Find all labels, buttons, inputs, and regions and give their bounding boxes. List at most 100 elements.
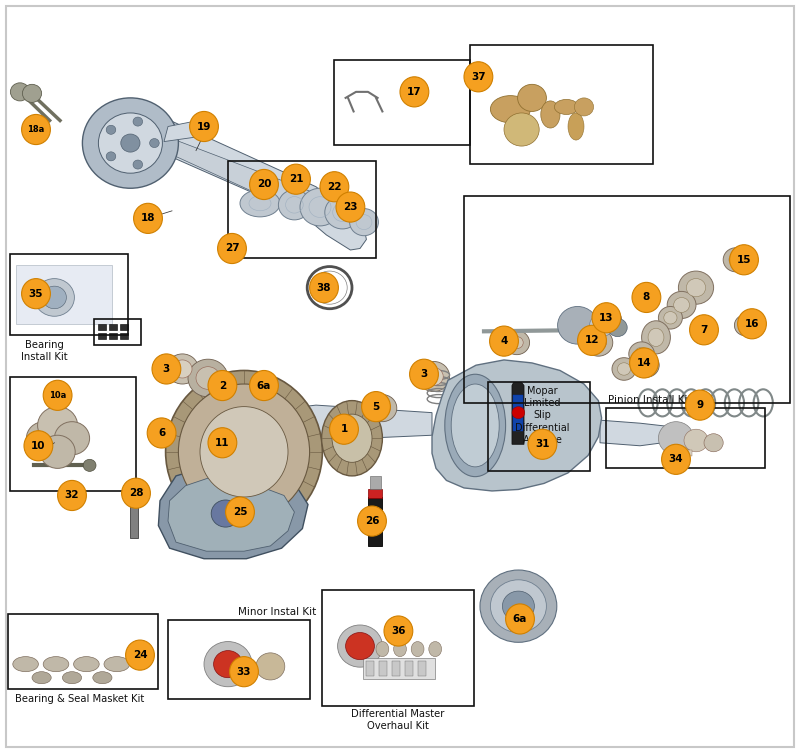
Ellipse shape <box>330 414 358 444</box>
Text: 32: 32 <box>65 490 79 501</box>
Bar <box>606 408 765 468</box>
Text: 33: 33 <box>237 666 251 677</box>
Text: 35: 35 <box>29 288 43 299</box>
Ellipse shape <box>684 429 708 452</box>
Ellipse shape <box>208 370 237 401</box>
Polygon shape <box>158 467 308 559</box>
Ellipse shape <box>528 429 557 459</box>
Ellipse shape <box>188 359 228 397</box>
Ellipse shape <box>338 625 382 667</box>
Ellipse shape <box>451 384 499 467</box>
Ellipse shape <box>214 651 242 678</box>
Polygon shape <box>512 383 524 444</box>
Ellipse shape <box>400 77 429 107</box>
Ellipse shape <box>502 591 534 621</box>
Text: 24: 24 <box>133 650 147 660</box>
Ellipse shape <box>166 370 322 533</box>
Text: 6a: 6a <box>513 614 527 624</box>
Bar <box>513 395 523 431</box>
Ellipse shape <box>584 329 613 356</box>
Ellipse shape <box>674 297 690 312</box>
Bar <box>10 254 128 335</box>
Bar <box>470 45 653 164</box>
Text: 16: 16 <box>745 319 759 329</box>
Bar <box>392 661 400 676</box>
Bar <box>363 658 435 679</box>
Ellipse shape <box>106 125 116 134</box>
Polygon shape <box>164 120 204 142</box>
Ellipse shape <box>123 483 146 495</box>
Bar <box>94 319 141 345</box>
Ellipse shape <box>13 657 38 672</box>
Text: 10: 10 <box>31 441 46 451</box>
Ellipse shape <box>608 319 627 337</box>
Ellipse shape <box>93 672 112 684</box>
Ellipse shape <box>230 657 258 687</box>
Ellipse shape <box>196 367 220 389</box>
Bar <box>334 60 470 145</box>
Text: 10a: 10a <box>49 391 66 400</box>
Ellipse shape <box>350 209 378 236</box>
Ellipse shape <box>592 303 621 333</box>
Ellipse shape <box>648 328 664 346</box>
Ellipse shape <box>734 315 757 336</box>
Polygon shape <box>168 478 294 551</box>
Text: 37: 37 <box>471 72 486 82</box>
Text: Minor Instal Kit: Minor Instal Kit <box>238 608 317 617</box>
Ellipse shape <box>723 248 749 272</box>
Bar <box>98 333 106 339</box>
Bar <box>120 324 128 330</box>
Text: 23: 23 <box>343 202 358 212</box>
Ellipse shape <box>240 190 280 217</box>
Ellipse shape <box>83 459 96 471</box>
Ellipse shape <box>346 633 374 660</box>
Bar <box>10 376 136 491</box>
Ellipse shape <box>510 337 523 349</box>
Ellipse shape <box>512 407 525 419</box>
Ellipse shape <box>368 395 397 422</box>
Polygon shape <box>166 139 332 220</box>
Ellipse shape <box>738 309 766 339</box>
Text: 20: 20 <box>257 179 271 190</box>
Bar <box>8 614 158 689</box>
Text: Pinion Install Kit: Pinion Install Kit <box>608 395 692 405</box>
Ellipse shape <box>42 286 66 309</box>
Ellipse shape <box>106 152 116 161</box>
Ellipse shape <box>166 354 198 384</box>
Text: 13: 13 <box>599 312 614 323</box>
Polygon shape <box>432 360 602 491</box>
Ellipse shape <box>374 401 390 416</box>
Ellipse shape <box>24 431 53 461</box>
Bar <box>418 661 426 676</box>
Ellipse shape <box>104 657 130 672</box>
Ellipse shape <box>278 190 310 220</box>
Ellipse shape <box>325 196 360 229</box>
Ellipse shape <box>658 306 682 329</box>
Ellipse shape <box>424 367 443 386</box>
Ellipse shape <box>376 642 389 657</box>
Ellipse shape <box>629 342 654 366</box>
Ellipse shape <box>250 370 278 401</box>
Ellipse shape <box>590 335 606 350</box>
Text: 28: 28 <box>129 488 143 498</box>
Ellipse shape <box>664 312 677 324</box>
Ellipse shape <box>634 353 659 377</box>
Text: 12: 12 <box>585 335 599 346</box>
Text: 9: 9 <box>697 400 703 410</box>
Bar <box>379 661 387 676</box>
Ellipse shape <box>126 640 154 670</box>
Bar <box>464 196 790 403</box>
Ellipse shape <box>178 384 310 520</box>
Ellipse shape <box>43 657 69 672</box>
Ellipse shape <box>54 422 90 455</box>
Ellipse shape <box>200 407 288 497</box>
Ellipse shape <box>667 291 696 319</box>
Bar <box>168 620 310 699</box>
Ellipse shape <box>490 580 546 633</box>
Text: 17: 17 <box>407 87 422 97</box>
Ellipse shape <box>598 309 622 331</box>
Ellipse shape <box>218 233 246 264</box>
Ellipse shape <box>62 672 82 684</box>
Text: 26: 26 <box>365 516 379 526</box>
Ellipse shape <box>43 380 72 410</box>
